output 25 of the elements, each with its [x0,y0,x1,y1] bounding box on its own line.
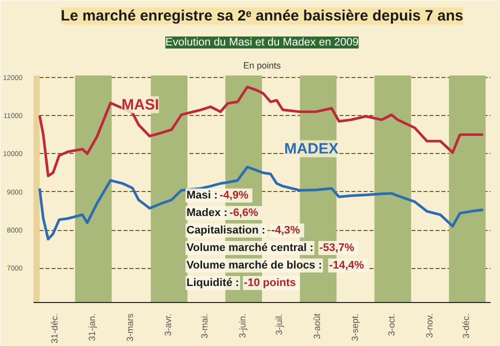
x-tick-label: 3-mai. [200,313,210,339]
y-axis-title: En points [243,60,282,70]
line-series [38,166,484,240]
chart-title: Le marché enregistre sa 2ᵉ année baissière depuis 7 ans [60,8,464,24]
x-tick-label: 3-août [312,313,322,340]
x-tick-label: 3-déc. [461,314,472,339]
x-tick-label: 3-juil. [274,313,284,336]
x-tick-label: 3-mars [125,313,136,342]
chart-subtitle: Evolution du Masi et du Madex en 2009 [165,36,359,48]
line-series [38,86,484,178]
x-tick-label: 31-jan. [87,313,98,342]
annotation: Liquidité : -10 points [186,277,296,289]
series-label: MADEX [284,140,338,158]
annotation: Capitalisation : -4,3% [186,224,300,236]
series-label: MASI [122,96,159,114]
x-tick-label: 3-juin. [237,313,248,338]
x-tick-label: 3-nov. [424,313,434,338]
annotation: Volume marché central : -53,7% [186,242,354,254]
x-tick-label: 31-déc. [49,313,60,344]
x-tick-label: 3-sept. [350,314,360,342]
x-tick-label: 3-oct. [386,313,397,336]
annotation: Volume marché de blocs : -14,4% [186,260,364,272]
annotation: Masi : -4,9% [186,190,249,202]
annotation: Madex : -6,6% [186,207,258,219]
x-tick-label: 3-avr. [162,313,173,336]
